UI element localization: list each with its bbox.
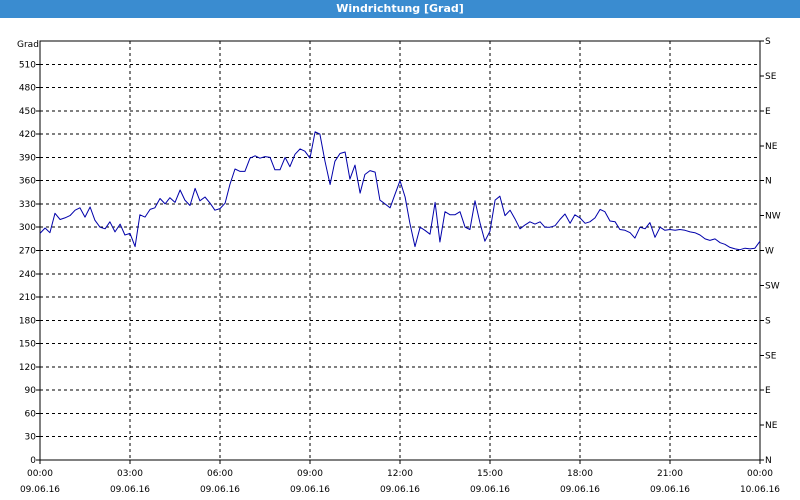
y-right-tick-label: SE — [765, 72, 777, 82]
y-tick-label: 150 — [19, 340, 36, 350]
x-tick-date-label: 09.06.16 — [560, 485, 600, 495]
y-tick-label: 240 — [19, 270, 36, 280]
x-tick-date-label: 09.06.16 — [110, 485, 150, 495]
y-right-tick-label: NE — [765, 142, 778, 152]
y-tick-label: 30 — [25, 433, 37, 443]
x-tick-date-label: 09.06.16 — [470, 485, 510, 495]
y-tick-label: 330 — [19, 200, 36, 210]
x-tick-date-label: 09.06.16 — [200, 485, 240, 495]
x-tick-time-label: 03:00 — [117, 469, 143, 479]
x-tick-time-label: 00:00 — [27, 469, 53, 479]
y-right-tick-label: SE — [765, 351, 777, 361]
y-tick-label: 450 — [19, 107, 36, 117]
series-line — [39, 131, 761, 251]
y-tick-label: 510 — [19, 60, 36, 70]
x-tick-time-label: 06:00 — [207, 469, 233, 479]
y-right-tick-label: S — [765, 37, 771, 47]
y-tick-label: 90 — [25, 386, 37, 396]
x-tick-time-label: 21:00 — [657, 469, 683, 479]
y-tick-label: 420 — [19, 130, 36, 140]
x-tick-time-label: 18:00 — [567, 469, 593, 479]
x-tick-time-label: 15:00 — [477, 469, 503, 479]
x-tick-date-label: 09.06.16 — [650, 485, 690, 495]
y-right-tick-label: E — [765, 386, 771, 396]
y-tick-label: 270 — [19, 247, 36, 257]
y-right-tick-label: S — [765, 316, 771, 326]
y-tick-label: 180 — [19, 316, 36, 326]
chart-title: Windrichtung [Grad] — [0, 0, 800, 18]
y-right-tick-label: E — [765, 107, 771, 117]
y-tick-label: 480 — [19, 84, 36, 94]
wind-direction-chart: Grad 0 30 60 90 120 150 180 210 240 270 300 330 360 3… — [17, 37, 781, 495]
y-right-tick-label: NW — [765, 212, 781, 222]
y-right-tick-label: SW — [765, 281, 780, 291]
x-tick-date-label: 09.06.16 — [290, 485, 330, 495]
y-tick-label: 300 — [19, 223, 36, 233]
y-right-tick-label: N — [765, 177, 772, 187]
y-tick-label: 0 — [30, 456, 36, 466]
x-tick-time-label: 09:00 — [297, 469, 323, 479]
y-right-tick-label: NE — [765, 421, 778, 431]
x-tick-time-label: 00:00 — [747, 469, 773, 479]
y-right-tick-label: N — [765, 456, 772, 466]
y-tick-label: 120 — [19, 363, 36, 373]
y-right-tick-label: W — [765, 247, 774, 257]
y-tick-label: 210 — [19, 293, 36, 303]
x-tick-date-label: 10.06.16 — [740, 485, 780, 495]
y-tick-label: 60 — [25, 409, 37, 419]
x-tick-time-label: 12:00 — [387, 469, 413, 479]
y-tick-label: 360 — [19, 177, 36, 187]
x-tick-date-label: 09.06.16 — [380, 485, 420, 495]
y-axis-label: Grad — [17, 40, 39, 50]
x-tick-date-label: 09.06.16 — [20, 485, 60, 495]
y-tick-label: 390 — [19, 153, 36, 163]
